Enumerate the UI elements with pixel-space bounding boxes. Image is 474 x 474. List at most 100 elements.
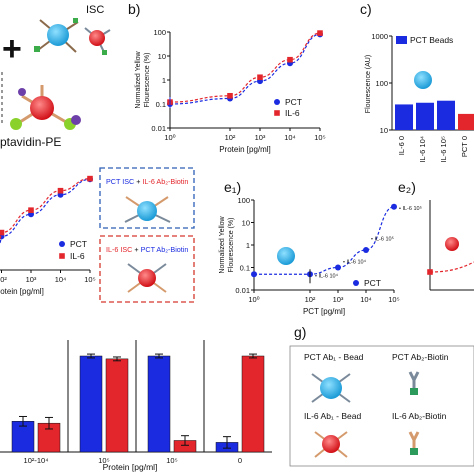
il6-isc-box-title: IL-6 ISC + PCT Ab₂-Biotin xyxy=(106,245,188,254)
data-point-il-6 xyxy=(0,229,5,236)
legend-marker-pct xyxy=(274,99,280,105)
series-line xyxy=(429,261,474,273)
il6-bead-icon xyxy=(314,431,348,458)
x-tick-label: 10² xyxy=(0,275,7,284)
panel-d: 10² 10³ 10⁴ 10⁵ Protein [pg/ml] PCT IL-6 xyxy=(0,175,96,296)
legend-label-il-6: IL-6 xyxy=(70,251,85,261)
panel-e1-letter: e₁) xyxy=(224,179,241,195)
bar xyxy=(437,100,455,130)
panel-g-frame xyxy=(289,345,474,467)
legend-marker-il-6 xyxy=(274,110,280,116)
data-point-il-6 xyxy=(57,187,64,194)
x-axis-label: Protein [pg/ml] xyxy=(103,462,158,472)
chart-e2 xyxy=(427,200,474,291)
x-tick-label: IL-6 0 xyxy=(397,136,406,155)
pct-isc-box-title: PCT ISC + IL-6 Ab₂-Biotin xyxy=(106,177,188,186)
pct-bead-label: PCT Ab₁ - Bead xyxy=(304,352,364,362)
bar xyxy=(395,104,413,130)
legend-marker-il-6 xyxy=(59,253,65,259)
x-tick-label: 10⁵ xyxy=(388,295,399,304)
data-point xyxy=(427,269,433,275)
panel-g-letter: g) xyxy=(294,324,306,340)
data-point-il-6 xyxy=(287,56,293,63)
panel-e2-letter: e₂) xyxy=(398,179,416,195)
plus-sign: + xyxy=(2,30,22,68)
legend-label: PCT Beads xyxy=(410,35,453,45)
panel-b: b) 10⁰ 10² 10³ 10⁴ 10⁵ 0.01 0.1 1 10 100 Protein [… xyxy=(128,1,326,154)
bar xyxy=(105,358,129,453)
streptavidin-pe-complex-icon xyxy=(10,85,81,130)
point-annotation: • IL-6 10⁵ xyxy=(399,205,422,212)
x-tick-label: 10⁴ xyxy=(284,133,296,142)
y-tick-label: 100 xyxy=(153,28,166,37)
pct-isc-box-bead-icon xyxy=(124,196,171,223)
point-annotation: • IL-6 10⁴ xyxy=(343,259,367,266)
y-axis-label: Flourescence (AU) xyxy=(365,55,372,113)
chart-d: 10² 10³ 10⁴ 10⁵ Protein [pg/ml] PCT IL-6 xyxy=(0,175,96,296)
chart-b: 10⁰ 10² 10³ 10⁴ 10⁵ 0.01 0.1 1 10 100 Protein [pg/… xyxy=(135,28,326,154)
x-tick-label: 10³ xyxy=(333,295,344,304)
x-tick-label: 10⁵ xyxy=(98,456,109,465)
y-tick-label: 10 xyxy=(242,219,250,228)
x-tick-label: 10⁵ xyxy=(166,456,177,465)
y-tick-label: 1000 xyxy=(371,32,388,41)
il6-isc-bead-icon xyxy=(445,237,459,251)
x-tick-label: 10³ xyxy=(255,133,266,142)
bar xyxy=(458,113,474,130)
bar xyxy=(147,355,171,453)
isc-red-bead-icon xyxy=(84,27,111,55)
x-tick-label: 10³ xyxy=(26,275,37,284)
y-axis-label: Normalized Yellow Flourescence (%) xyxy=(219,215,235,273)
x-axis-label: PCT [pg/ml] xyxy=(303,307,345,316)
panel-c: c) 10 100 1000 Flourescence (AU) IL-6 0 IL-6 … xyxy=(360,1,474,163)
x-tick-label: 10⁴ xyxy=(55,275,67,284)
il6-bead-label: IL-6 Ab₁ - Bead xyxy=(304,411,361,421)
pct-biotin-icon xyxy=(408,371,420,395)
y-tick-label: 0.01 xyxy=(151,124,166,133)
y-tick-label: 1 xyxy=(162,76,166,85)
panel-e1: e₁) 10⁰ 10² 10³ 10⁴ 10⁵ 0.01 0.1 1 10 100 PCT [pg/… xyxy=(219,179,422,316)
legend-marker-pct xyxy=(353,280,359,286)
y-tick-label: 100 xyxy=(375,79,388,88)
y-axis-label: Normalized Yellow Flourescence (%) xyxy=(135,50,151,108)
pct-bead-icon xyxy=(311,373,351,403)
il6-isc-box-bead-icon xyxy=(127,263,167,293)
y-tick-label: 0.01 xyxy=(235,286,250,295)
il6-biotin-icon xyxy=(408,431,420,455)
chart-e1: 10⁰ 10² 10³ 10⁴ 10⁵ 0.01 0.1 1 10 100 PCT [pg/ml] N… xyxy=(219,196,422,316)
pct-isc-box xyxy=(99,167,195,229)
legend-label-il-6: IL-6 xyxy=(285,108,300,118)
panel-a: + ISC ptav xyxy=(0,4,111,149)
y-tick-label: 100 xyxy=(237,196,250,205)
y-tick-label: 0.1 xyxy=(240,264,250,273)
il6-biotin-label: IL-6 Ab₂-Biotin xyxy=(392,411,447,421)
series-line-pct xyxy=(169,33,321,105)
isc-boxes: PCT ISC + IL-6 Ab₂-Biotin IL-6 ISC + PCT… xyxy=(99,167,195,303)
x-tick-label: 10² xyxy=(225,133,236,142)
point-annotation: • IL-6 10⁴ xyxy=(315,272,339,279)
data-point-il-6 xyxy=(227,92,233,99)
data-point-pct xyxy=(335,264,341,271)
legend-marker-pct xyxy=(59,241,65,247)
pct-isc-bead-icon xyxy=(277,247,295,265)
panel-c-letter: c) xyxy=(360,1,372,17)
data-point-il-6 xyxy=(87,175,93,182)
bar xyxy=(79,355,103,453)
streptavidin-label: ptavidin-PE xyxy=(0,135,61,149)
x-axis-label: Protein [pg/ml] xyxy=(219,145,271,154)
legend-label-pct: PCT xyxy=(285,97,302,107)
x-tick-label: 10⁰ xyxy=(164,133,175,142)
point-annotation: • IL-6 10⁵ xyxy=(371,235,394,242)
x-tick-label: PCT 0 xyxy=(460,136,469,157)
pct-bead-icon xyxy=(414,71,432,89)
y-tick-label: 0.1 xyxy=(156,100,166,109)
panel-b-letter: b) xyxy=(128,1,140,17)
x-tick-label: 10⁴ xyxy=(360,295,372,304)
y-tick-label: 10 xyxy=(380,126,388,135)
legend-label-pct: PCT xyxy=(364,278,381,288)
x-tick-label: 10² xyxy=(305,295,316,304)
x-tick-label: IL-6 10⁴ xyxy=(418,136,427,163)
data-point-pct xyxy=(391,203,397,210)
chart-c: 10 100 1000 Flourescence (AU) IL-6 0 IL-6 10⁴… xyxy=(365,32,474,163)
